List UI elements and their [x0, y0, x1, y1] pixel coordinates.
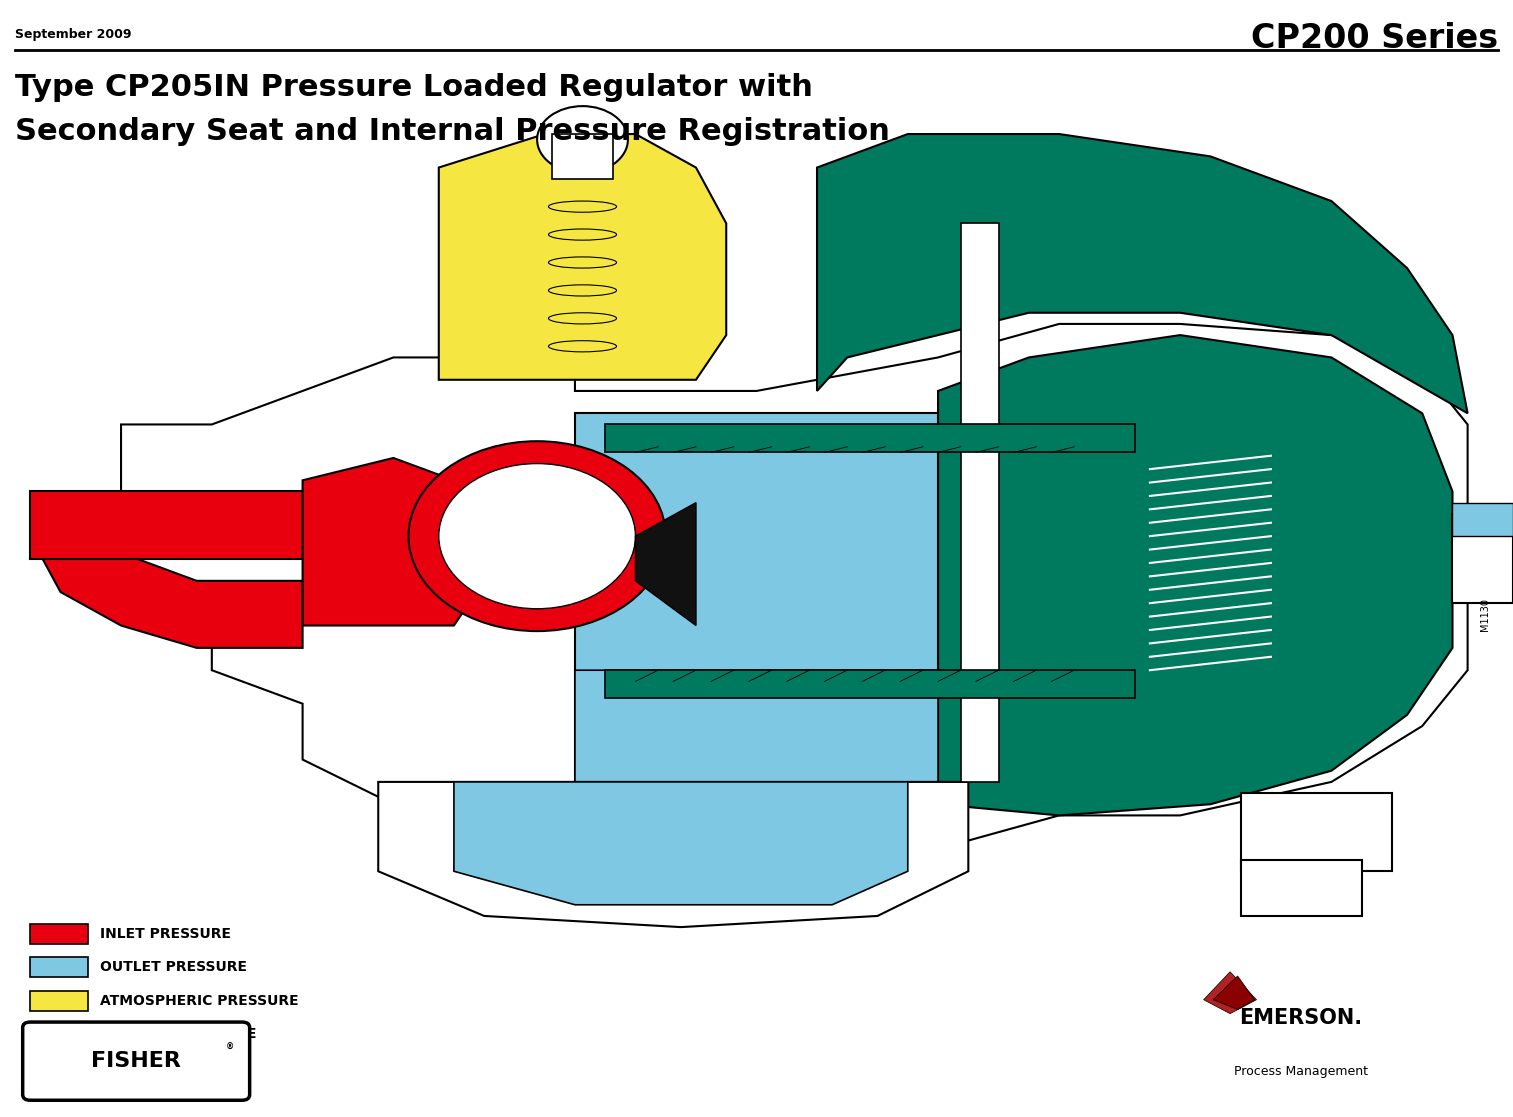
Text: M1130: M1130: [1480, 598, 1490, 631]
Text: Process Management: Process Management: [1235, 1065, 1368, 1078]
Text: Type CP205IN Pressure Loaded Regulator with: Type CP205IN Pressure Loaded Regulator w…: [15, 73, 812, 102]
Ellipse shape: [548, 229, 617, 240]
Bar: [605, 670, 1135, 698]
Circle shape: [439, 464, 635, 609]
Bar: [1241, 860, 1362, 916]
Ellipse shape: [548, 201, 617, 212]
Polygon shape: [575, 413, 938, 782]
Ellipse shape: [548, 285, 617, 296]
Ellipse shape: [548, 257, 617, 268]
Bar: [30, 1024, 88, 1044]
Polygon shape: [439, 134, 726, 380]
Polygon shape: [303, 458, 484, 626]
Bar: [30, 491, 303, 558]
Bar: [961, 223, 999, 782]
FancyBboxPatch shape: [23, 1022, 250, 1100]
Text: September 2009: September 2009: [15, 28, 132, 41]
Bar: [552, 134, 613, 179]
Bar: [1452, 514, 1513, 603]
Text: INLET PRESSURE: INLET PRESSURE: [100, 927, 231, 941]
Text: LOADING PRESSURE: LOADING PRESSURE: [100, 1028, 256, 1041]
Text: EMERSON.: EMERSON.: [1239, 1008, 1363, 1028]
Circle shape: [537, 106, 628, 173]
Polygon shape: [817, 134, 1468, 413]
Ellipse shape: [548, 341, 617, 352]
Polygon shape: [454, 782, 908, 905]
Polygon shape: [1204, 972, 1256, 1014]
Text: OUTLET PRESSURE: OUTLET PRESSURE: [100, 961, 247, 974]
Text: CP200 Series: CP200 Series: [1251, 22, 1498, 56]
Text: FISHER: FISHER: [91, 1051, 182, 1071]
Polygon shape: [30, 491, 303, 648]
Bar: [30, 991, 88, 1011]
Polygon shape: [938, 335, 1452, 815]
Polygon shape: [635, 503, 696, 626]
Polygon shape: [121, 324, 1468, 871]
Bar: [1241, 793, 1392, 871]
Bar: [30, 924, 88, 944]
Text: Secondary Seat and Internal Pressure Registration: Secondary Seat and Internal Pressure Reg…: [15, 117, 890, 146]
Polygon shape: [1213, 976, 1254, 1010]
Bar: [30, 957, 88, 977]
Bar: [1452, 503, 1513, 536]
Polygon shape: [378, 782, 968, 927]
Ellipse shape: [548, 313, 617, 324]
Polygon shape: [575, 670, 938, 838]
Text: ATMOSPHERIC PRESSURE: ATMOSPHERIC PRESSURE: [100, 994, 298, 1008]
Circle shape: [409, 441, 666, 631]
Bar: [605, 424, 1135, 452]
Text: ®: ®: [227, 1042, 235, 1051]
